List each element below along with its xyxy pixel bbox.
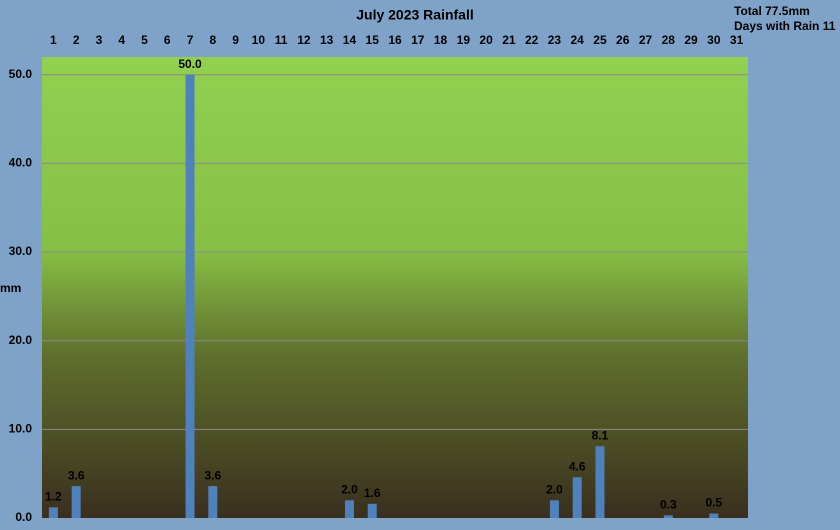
y-tick-label: 0.0 bbox=[15, 510, 32, 524]
bar bbox=[367, 503, 377, 518]
value-label: 0.5 bbox=[705, 496, 722, 510]
x-tick-label: 22 bbox=[525, 33, 539, 47]
x-tick-label: 29 bbox=[684, 33, 698, 47]
x-tick-label: 12 bbox=[297, 33, 311, 47]
bar bbox=[208, 486, 218, 518]
bar bbox=[709, 513, 719, 518]
x-tick-label: 30 bbox=[707, 33, 721, 47]
x-tick-label: 20 bbox=[479, 33, 493, 47]
x-tick-label: 2 bbox=[73, 33, 80, 47]
x-tick-label: 21 bbox=[502, 33, 516, 47]
bar bbox=[595, 446, 605, 518]
x-tick-label: 5 bbox=[141, 33, 148, 47]
bar bbox=[572, 477, 582, 518]
x-tick-label: 6 bbox=[164, 33, 171, 47]
x-tick-label: 15 bbox=[366, 33, 380, 47]
x-tick-label: 14 bbox=[343, 33, 357, 47]
x-tick-label: 8 bbox=[209, 33, 216, 47]
value-label: 4.6 bbox=[569, 459, 586, 473]
value-label: 3.6 bbox=[68, 468, 85, 482]
value-label: 8.1 bbox=[592, 428, 609, 442]
bar bbox=[48, 507, 58, 518]
bar bbox=[71, 486, 81, 518]
x-tick-label: 31 bbox=[730, 33, 744, 47]
x-tick-label: 16 bbox=[388, 33, 402, 47]
x-tick-label: 19 bbox=[457, 33, 471, 47]
value-label: 1.6 bbox=[364, 486, 381, 500]
x-tick-label: 7 bbox=[187, 33, 194, 47]
x-tick-label: 25 bbox=[593, 33, 607, 47]
y-axis-label: mm bbox=[0, 281, 21, 295]
y-tick-label: 40.0 bbox=[9, 156, 33, 170]
note: Days with Rain 11 bbox=[734, 19, 836, 33]
note: Total 77.5mm bbox=[734, 4, 810, 18]
x-tick-label: 26 bbox=[616, 33, 630, 47]
x-tick-label: 11 bbox=[275, 33, 288, 47]
x-tick-label: 4 bbox=[118, 33, 125, 47]
bar bbox=[663, 515, 673, 518]
value-label: 2.0 bbox=[341, 482, 358, 496]
value-label: 1.2 bbox=[45, 490, 62, 504]
value-label: 3.6 bbox=[204, 468, 221, 482]
x-tick-label: 18 bbox=[434, 33, 448, 47]
bar bbox=[185, 74, 195, 518]
x-tick-label: 13 bbox=[320, 33, 334, 47]
x-tick-label: 3 bbox=[96, 33, 103, 47]
x-tick-label: 27 bbox=[639, 33, 653, 47]
y-tick-label: 50.0 bbox=[9, 67, 33, 81]
value-label: 0.3 bbox=[660, 498, 677, 512]
value-label: 50.0 bbox=[178, 57, 202, 71]
y-tick-label: 20.0 bbox=[9, 333, 33, 347]
bar bbox=[344, 500, 354, 518]
bar bbox=[549, 500, 559, 518]
x-tick-label: 28 bbox=[662, 33, 676, 47]
x-tick-label: 1 bbox=[50, 33, 57, 47]
plot-area bbox=[42, 57, 748, 518]
y-tick-label: 10.0 bbox=[9, 422, 33, 436]
x-tick-label: 10 bbox=[252, 33, 266, 47]
x-tick-label: 24 bbox=[571, 33, 585, 47]
x-tick-label: 23 bbox=[548, 33, 562, 47]
value-label: 2.0 bbox=[546, 482, 563, 496]
chart-title: July 2023 Rainfall bbox=[356, 7, 474, 23]
x-tick-label: 9 bbox=[232, 33, 239, 47]
x-tick-label: 17 bbox=[411, 33, 425, 47]
y-tick-label: 30.0 bbox=[9, 244, 33, 258]
